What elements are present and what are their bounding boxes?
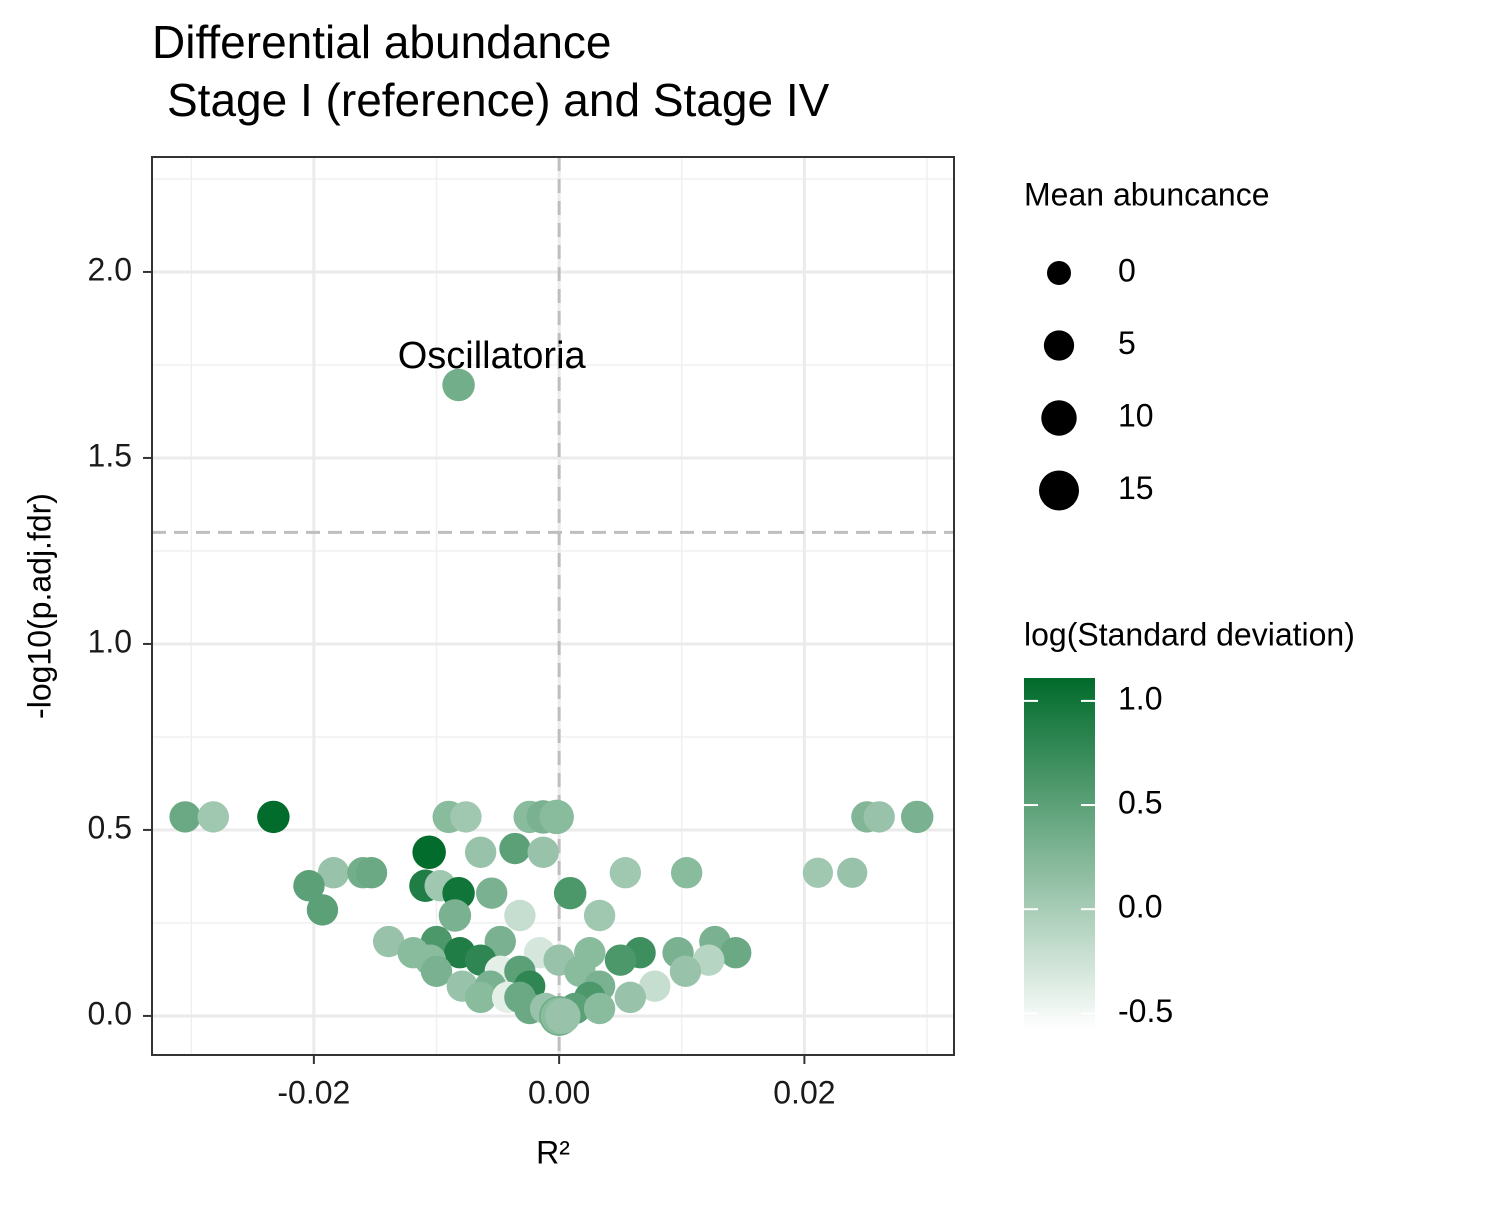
point xyxy=(442,368,475,402)
x-tick-label: 0.02 xyxy=(773,1074,835,1110)
point xyxy=(317,857,350,889)
color-bar xyxy=(1024,678,1095,1030)
chart-title: Differential abundance xyxy=(152,16,611,68)
y-tick-label: 1.0 xyxy=(88,623,132,659)
annotation: Oscillatoria xyxy=(398,335,587,377)
x-axis-label: R² xyxy=(536,1134,570,1170)
plot-border xyxy=(151,156,955,1056)
point xyxy=(420,955,453,987)
size-legend-key xyxy=(1043,330,1075,361)
color-legend-label: -0.5 xyxy=(1118,993,1173,1029)
point xyxy=(669,955,702,987)
point xyxy=(802,857,834,888)
size-legend-key xyxy=(1041,400,1077,436)
size-legend-key xyxy=(1047,261,1071,285)
color-legend-label: 0.0 xyxy=(1118,889,1162,925)
point xyxy=(837,857,868,888)
plot-background xyxy=(152,157,954,1055)
point xyxy=(293,870,325,902)
size-legend-label: 5 xyxy=(1118,325,1136,361)
y-tick-label: 0.0 xyxy=(88,995,132,1031)
y-tick-label: 1.5 xyxy=(88,437,132,473)
size-legend-label: 0 xyxy=(1118,252,1136,288)
point xyxy=(609,857,642,889)
point xyxy=(863,801,895,833)
point xyxy=(306,894,339,926)
y-tick-label: 0.5 xyxy=(88,809,132,845)
point xyxy=(614,981,646,1014)
point xyxy=(553,876,587,910)
point xyxy=(604,944,637,976)
y-axis-label: -log10(p.adj.fdr) xyxy=(21,493,57,719)
point xyxy=(355,857,388,889)
point xyxy=(197,801,230,833)
point xyxy=(900,800,934,834)
point xyxy=(372,925,405,958)
point xyxy=(639,970,671,1002)
point xyxy=(475,877,508,909)
point xyxy=(670,857,703,889)
size-legend-label: 15 xyxy=(1118,470,1154,506)
x-tick-label: 0.00 xyxy=(528,1074,590,1110)
point xyxy=(464,836,497,868)
point xyxy=(539,799,574,835)
point xyxy=(693,944,725,976)
point xyxy=(464,981,497,1014)
y-tick-label: 2.0 xyxy=(88,251,132,287)
point xyxy=(257,800,290,834)
point xyxy=(484,925,516,958)
point xyxy=(527,836,559,868)
point xyxy=(583,899,616,932)
point xyxy=(169,801,201,833)
chart-subtitle: Stage I (reference) and Stage IV xyxy=(167,74,830,126)
color-legend-label: 1.0 xyxy=(1118,680,1162,716)
color-legend-label: 0.5 xyxy=(1118,785,1162,821)
point xyxy=(450,801,482,833)
color-legend-title: log(Standard deviation) xyxy=(1024,616,1355,652)
point xyxy=(545,998,581,1034)
size-legend-key xyxy=(1039,470,1079,511)
point xyxy=(438,899,472,932)
point xyxy=(720,937,752,969)
size-legend-title: Mean abuncance xyxy=(1024,176,1270,212)
point xyxy=(499,832,531,865)
size-legend-label: 10 xyxy=(1118,397,1154,433)
point xyxy=(583,992,616,1025)
point xyxy=(504,899,536,932)
point xyxy=(412,835,446,870)
x-tick-label: -0.02 xyxy=(277,1074,350,1110)
